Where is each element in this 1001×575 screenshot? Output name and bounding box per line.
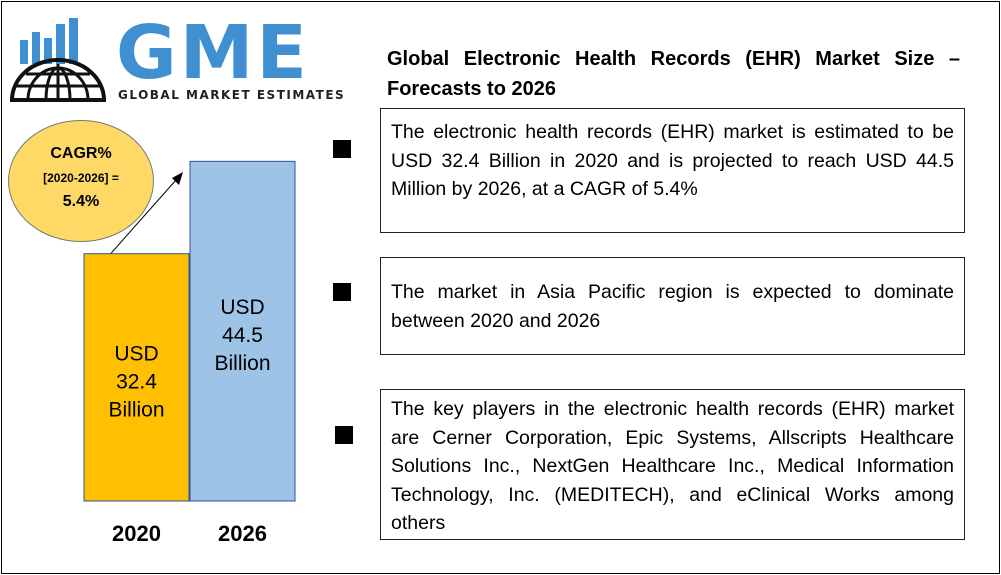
cagr-value: 5.4% bbox=[62, 193, 100, 210]
bar-value-label-2020: USD bbox=[114, 342, 158, 365]
x-tick-label-2020: 2020 bbox=[112, 521, 161, 546]
bar-2020 bbox=[83, 253, 190, 502]
growth-arrow-head bbox=[172, 172, 183, 185]
bullet-marker-3 bbox=[335, 426, 353, 444]
globe-bar-chart-icon bbox=[10, 18, 106, 102]
info-text-2: The market in Asia Pacific region is exp… bbox=[391, 281, 954, 332]
info-text-1: The electronic health records (EHR) mark… bbox=[391, 121, 954, 200]
bar-value-label-2020: Billion bbox=[108, 398, 164, 421]
info-box-3: The key players in the electronic health… bbox=[380, 389, 965, 540]
info-box-2: The market in Asia Pacific region is exp… bbox=[380, 257, 965, 355]
info-box-1: The electronic health records (EHR) mark… bbox=[380, 108, 965, 233]
bar-value-label-2026: 44.5 bbox=[222, 324, 263, 347]
cagr-label: CAGR% bbox=[50, 145, 112, 162]
bar-value-label-2020: 32.4 bbox=[116, 370, 157, 393]
bar-2026 bbox=[189, 160, 296, 502]
logo-text: GME bbox=[116, 10, 310, 96]
growth-arrow-line bbox=[105, 179, 177, 260]
logo-subtitle: GLOBAL MARKET ESTIMATES bbox=[118, 88, 346, 102]
x-tick-label-2026: 2026 bbox=[218, 521, 267, 546]
cagr-period: [2020-2026] = bbox=[43, 171, 119, 185]
page-title: Global Electronic Health Records (EHR) M… bbox=[387, 48, 960, 100]
bullet-marker-2 bbox=[333, 283, 351, 301]
bar-value-label-2026: Billion bbox=[214, 352, 270, 375]
gme-logo: GME GLOBAL MARKET ESTIMATES bbox=[8, 10, 344, 106]
info-text-3: The key players in the electronic health… bbox=[391, 398, 954, 534]
bar-value-label-2026: USD bbox=[220, 296, 264, 319]
bullet-marker-1 bbox=[333, 140, 351, 158]
cagr-bubble: CAGR% [2020-2026] = 5.4% bbox=[8, 120, 154, 242]
